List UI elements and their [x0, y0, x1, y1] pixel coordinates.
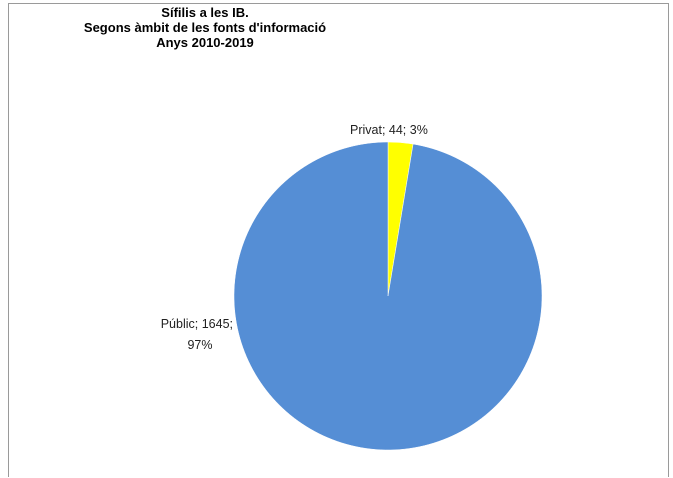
pie-slice-p-blic	[233, 141, 543, 451]
slice-label-privat: Privat; 44; 3%	[350, 123, 428, 137]
chart-title-line-2: Segons àmbit de les fonts d'informació	[83, 20, 327, 35]
slice-label-public-line-1: Públic; 1645;	[161, 317, 233, 331]
pie-slices	[233, 141, 543, 451]
slice-label-public-line-2: 97%	[187, 338, 212, 352]
chart-title: Sífilis a les IB. Segons àmbit de les fo…	[18, 5, 392, 50]
chart-title-line-1: Sífilis a les IB.	[161, 5, 249, 20]
chart-title-line-3: Anys 2010-2019	[156, 35, 254, 50]
